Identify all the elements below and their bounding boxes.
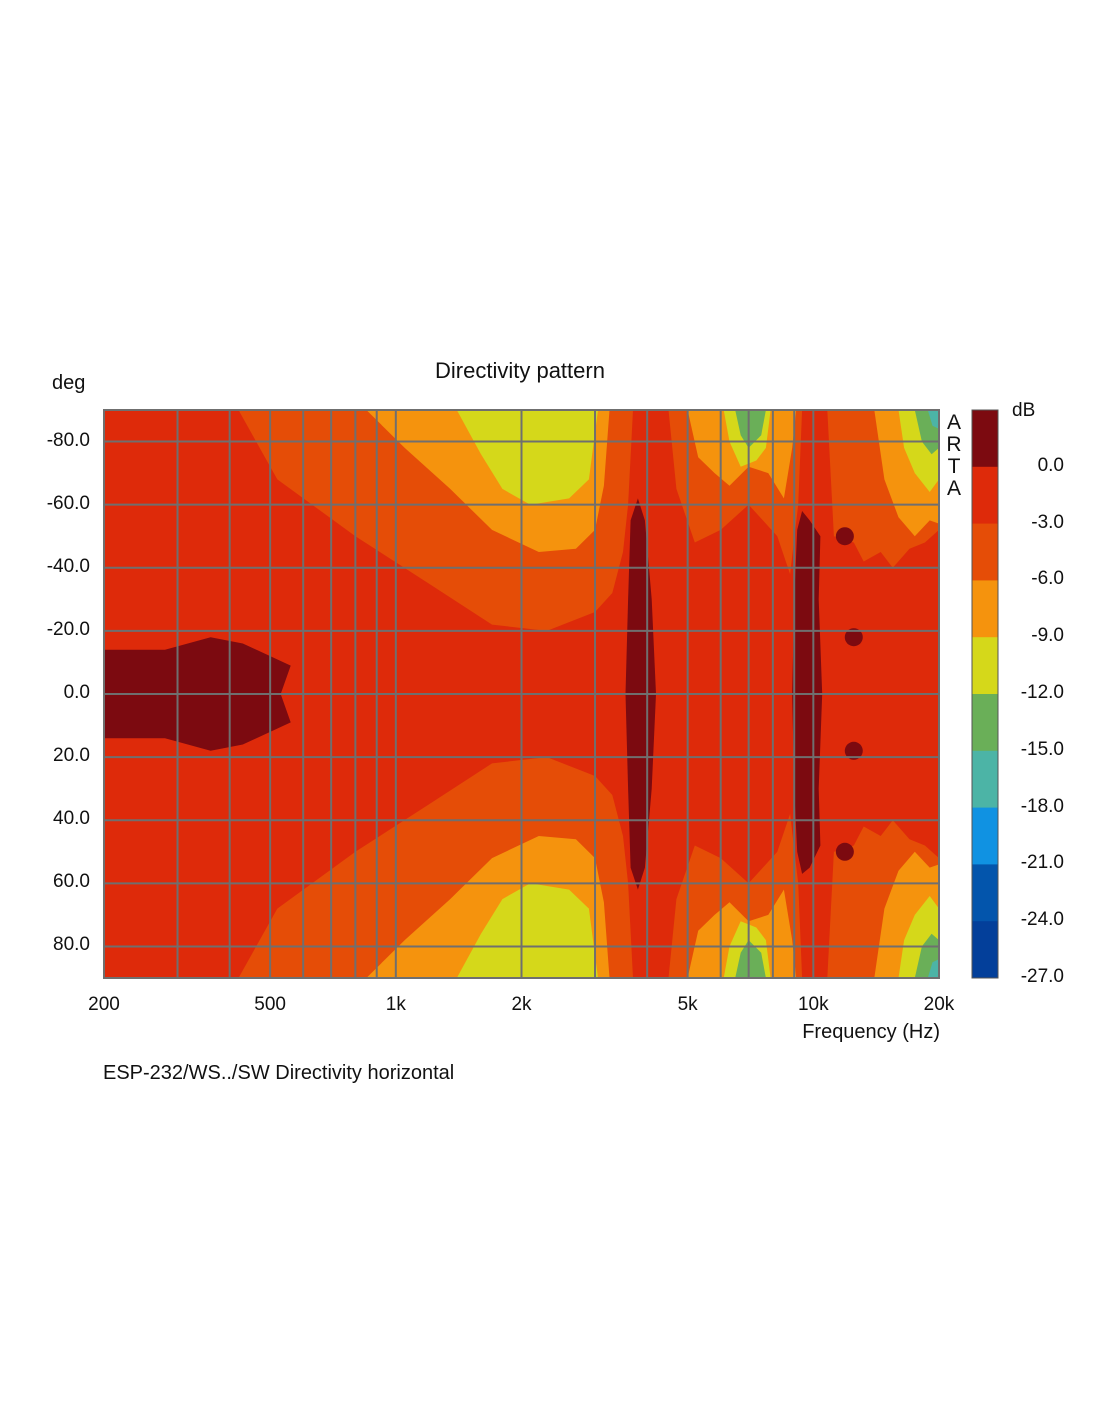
colorbar-swatch <box>972 637 998 695</box>
colorbar-tick-label: -15.0 <box>1020 738 1064 760</box>
y-tick-label: -40.0 <box>46 555 90 577</box>
x-tick-label: 2k <box>511 994 532 1015</box>
colorbar <box>971 409 999 979</box>
y-tick-label: 80.0 <box>53 934 90 956</box>
hotspot-dot <box>835 842 854 861</box>
y-tick-label: 0.0 <box>63 682 90 703</box>
arta-letter: A <box>946 411 961 434</box>
arta-letter: T <box>947 455 961 478</box>
band-minus15-c-top <box>927 410 939 429</box>
colorbar-frame <box>971 409 999 979</box>
colorbar-swatch <box>972 921 998 979</box>
hotspot-dot <box>835 527 854 546</box>
colorbar-swatch <box>972 580 998 638</box>
x-tick-label: 200 <box>88 994 120 1015</box>
colorbar-swatch <box>972 864 998 922</box>
colorbar-tick-label: -3.0 <box>1031 511 1064 533</box>
colorbar-swatch <box>972 410 998 468</box>
plot-frame <box>103 409 940 979</box>
arta-letter: R <box>946 433 962 456</box>
colorbar-tick-label: 0.0 <box>1037 454 1064 476</box>
band-minus9-bottom <box>456 883 598 978</box>
hotspot-dot <box>844 741 863 760</box>
y-axis-label: deg <box>52 372 86 394</box>
colorbar-swatch <box>972 523 998 581</box>
colorbar-swatch <box>972 466 998 525</box>
colorbar-tick-label: -24.0 <box>1020 909 1064 931</box>
footer-note: ESP-232/WS../SW Directivity horizontal <box>103 1062 455 1084</box>
colorbar-tick-label: -18.0 <box>1020 795 1064 817</box>
colorbar-tick-label: -9.0 <box>1031 625 1064 647</box>
colorbar-swatch <box>972 694 998 752</box>
colorbar-tick-label: -27.0 <box>1020 966 1064 987</box>
hotspot-dot <box>844 628 863 647</box>
band-minus15-c-bottom <box>927 959 939 978</box>
y-tick-label: 60.0 <box>53 871 90 893</box>
grid-lines <box>103 409 940 979</box>
y-tick-label: 40.0 <box>53 808 90 830</box>
arta-letter: A <box>946 477 961 500</box>
colorbar-unit: dB <box>1012 400 1036 421</box>
colorbar-swatch <box>972 750 998 809</box>
x-tick-label: 20k <box>923 994 955 1015</box>
x-tick-label: 1k <box>385 994 406 1015</box>
band-minus12-top <box>735 410 766 448</box>
x-tick-label: 500 <box>254 994 286 1015</box>
x-tick-label: 10k <box>797 994 829 1015</box>
band-minus12-bottom <box>735 940 766 978</box>
y-tick-label: -80.0 <box>46 429 90 451</box>
hotspot-high <box>792 511 823 874</box>
x-axis-label: Frequency (Hz) <box>802 1021 940 1043</box>
colorbar-tick-label: -12.0 <box>1020 682 1064 703</box>
chart-title: Directivity pattern <box>435 358 605 383</box>
y-tick-label: -60.0 <box>46 492 90 514</box>
y-tick-label: -20.0 <box>46 618 90 640</box>
y-tick-label: 20.0 <box>53 745 90 767</box>
x-tick-label: 5k <box>677 994 698 1015</box>
band-minus9-top <box>456 410 598 505</box>
colorbar-swatch <box>972 807 998 865</box>
colorbar-tick-label: -21.0 <box>1020 852 1064 874</box>
colorbar-tick-label: -6.0 <box>1031 568 1064 590</box>
